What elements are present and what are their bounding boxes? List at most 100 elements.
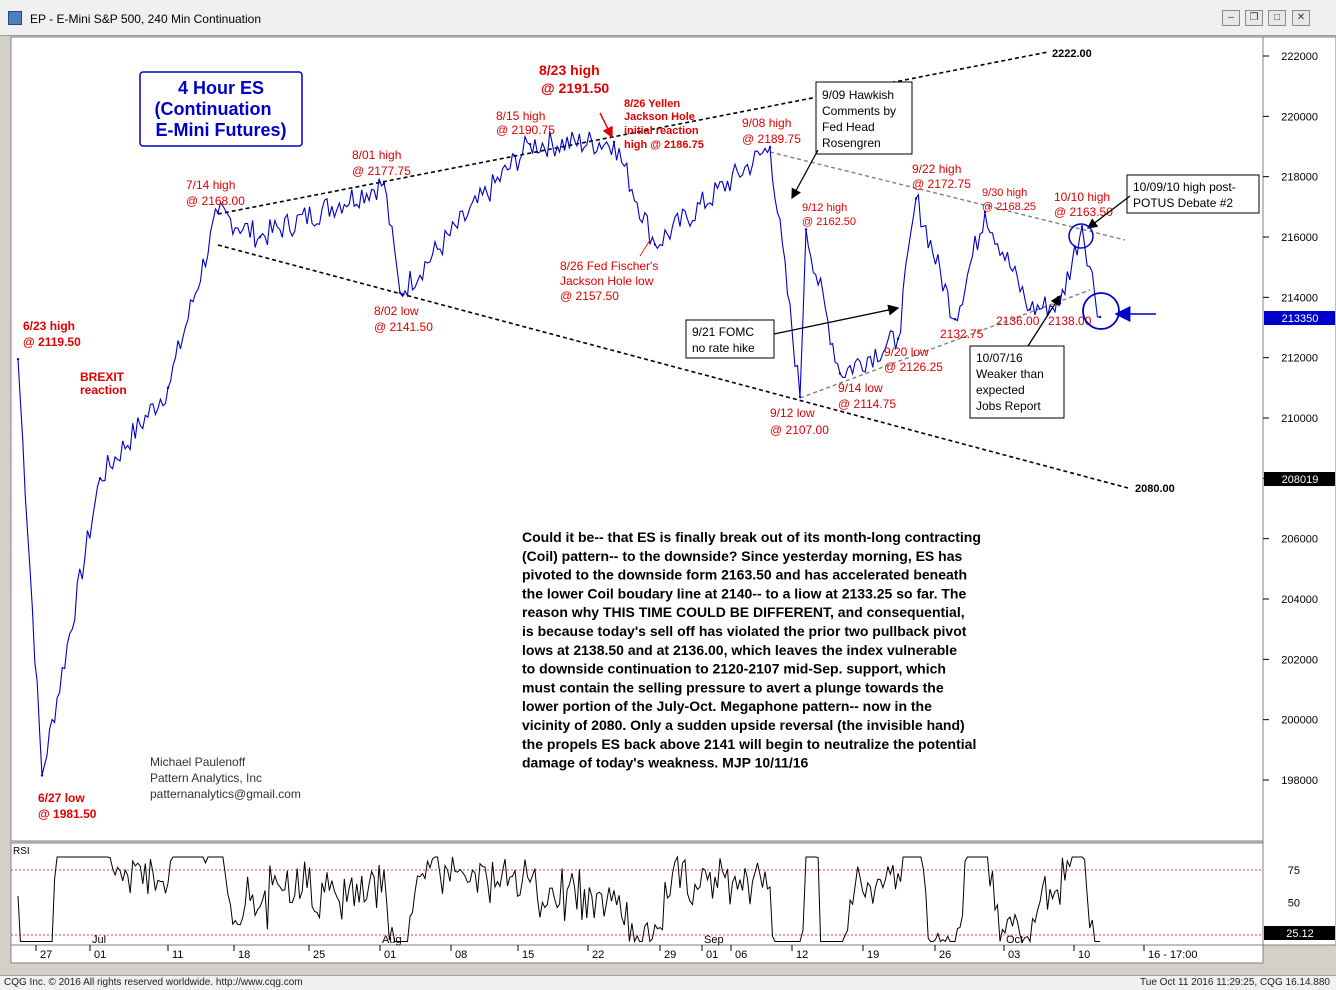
price-series-line xyxy=(17,131,1101,776)
ann-930-l1: 9/30 high xyxy=(982,187,1027,199)
ann-826y-l3: initial reaction xyxy=(624,125,699,137)
commentary-line: is because today's sell off has violated… xyxy=(522,623,967,639)
coil-lower-line xyxy=(799,289,1091,399)
ann-921-l1: 9/21 FOMC xyxy=(692,325,754,339)
arrow-post-debate xyxy=(1086,195,1131,229)
close-button[interactable]: ✕ xyxy=(1292,10,1310,26)
time-tick-label: 01 xyxy=(384,949,396,961)
month-label: Jul xyxy=(92,934,106,946)
box-909 xyxy=(815,81,913,155)
restore-button[interactable]: ❐ xyxy=(1245,10,1263,26)
time-axis xyxy=(10,944,1264,964)
commentary-line: (Coil) pattern-- to the downside? Since … xyxy=(522,548,962,564)
chart-title-line-3: E-Mini Futures) xyxy=(156,120,287,140)
time-tick-label: 01 xyxy=(94,949,106,961)
ann-920-l2: @ 2126.25 xyxy=(884,360,943,374)
author-company: Pattern Analytics, Inc xyxy=(150,771,262,785)
trendline-value-2080: 2080.00 xyxy=(1135,483,1175,495)
ann-912l-l1: 9/12 low xyxy=(770,406,815,420)
ann-826y-l4: high @ 2186.75 xyxy=(624,139,704,151)
price-anchor-point xyxy=(216,211,220,215)
rsi-series-line xyxy=(17,855,1100,944)
ann-801-l1: 8/01 high xyxy=(352,148,401,162)
box-post-debate xyxy=(1126,174,1260,214)
time-tick-label: 10 xyxy=(1078,949,1090,961)
ann-213275: 2132.75 xyxy=(940,327,984,341)
ann-823-l1: 8/23 high xyxy=(539,62,600,78)
price-anchor-point xyxy=(1028,308,1032,311)
price-anchor-point xyxy=(798,395,802,399)
time-tick-label: 12 xyxy=(796,949,808,961)
price-tick-label: 200000 xyxy=(1281,715,1318,727)
rsi-tick-label: 50 xyxy=(1288,898,1300,910)
price-tick-label: 220000 xyxy=(1281,111,1318,123)
time-tick-label: 25 xyxy=(313,949,325,961)
ann-914-l2: @ 2114.75 xyxy=(838,397,896,411)
rsi-last-tag xyxy=(1264,926,1335,940)
ann-714-l2: @ 2168.00 xyxy=(186,194,245,208)
price-anchor-point xyxy=(768,146,772,149)
ann-815-l2: @ 2190.75 xyxy=(496,123,555,137)
ann-802-l2: @ 2141.50 xyxy=(374,320,433,334)
chart-area[interactable]: 222000 220000 218000 216000 214000 212000 2100… xyxy=(0,35,1336,975)
commentary-line: damage of today's weakness. MJP 10/11/16 xyxy=(522,755,809,771)
ann-815-l1: 8/15 high xyxy=(496,109,545,123)
ann-1007-l2: Weaker than xyxy=(976,367,1044,381)
time-tick-label: 15 xyxy=(522,949,534,961)
ann-909-l3: Fed Head xyxy=(822,120,875,134)
time-tick-label: 16 - 17:00 xyxy=(1148,949,1198,961)
ann-brexit-l2: reaction xyxy=(80,383,127,397)
ann-922-l1: 9/22 high xyxy=(912,162,961,176)
status-right: Tue Oct 11 2016 11:29:25, CQG 16.14.880 xyxy=(1140,977,1330,988)
commentary-line: pivoted to the downside form 2163.50 and… xyxy=(522,567,967,583)
ann-912h-l1: 9/12 high xyxy=(802,202,847,214)
month-label: Sep xyxy=(704,934,724,946)
price-tick-label: 210000 xyxy=(1281,413,1318,425)
rsi-panel xyxy=(10,842,1264,946)
time-tick-label: 26 xyxy=(939,949,951,961)
ann-627-l2: @ 1981.50 xyxy=(38,807,97,821)
ann-823-l2: @ 2191.50 xyxy=(541,80,609,96)
price-tick-label: 202000 xyxy=(1281,654,1318,666)
last-price-tag-text: 213350 xyxy=(1282,313,1319,325)
commentary-line: the propels ES back above 2141 will begi… xyxy=(522,736,976,752)
author-name: Michael Paulenoff xyxy=(150,755,246,769)
status-bar: CQG Inc. © 2016 All rights reserved worl… xyxy=(0,975,1336,990)
price-anchor-point xyxy=(983,210,987,214)
price-tick-label: 218000 xyxy=(1281,172,1318,184)
time-tick-label: 18 xyxy=(238,949,250,961)
time-tick-label: 29 xyxy=(664,949,676,961)
commentary-line: vicinity of 2080. Only a sudden upside r… xyxy=(522,717,965,733)
maximize-button[interactable]: □ xyxy=(1268,10,1286,26)
ann-909-l1: 9/09 Hawkish xyxy=(822,88,894,102)
ann-1007-l1: 10/07/16 xyxy=(976,351,1023,365)
ann-914-l1: 9/14 low xyxy=(838,381,883,395)
price-anchor-point xyxy=(804,228,808,231)
commentary-line: Could it be-- that ES is finally break o… xyxy=(522,529,981,545)
time-tick-label: 19 xyxy=(867,949,879,961)
commentary-line: lower portion of the July-Oct. Megaphone… xyxy=(522,698,932,714)
price-anchor-point xyxy=(838,372,842,375)
price-anchor-point xyxy=(896,337,900,341)
ann-908-l2: @ 2189.75 xyxy=(742,132,801,146)
rsi-label: RSI xyxy=(13,846,30,857)
arrow-921 xyxy=(773,304,900,335)
price-tick-label: 212000 xyxy=(1281,353,1318,365)
time-tick-label: 22 xyxy=(592,949,604,961)
author-email: patternanalytics@gmail.com xyxy=(150,787,301,801)
box-1007 xyxy=(969,345,1065,419)
ann-826f-l1: 8/26 Fed Fischer's xyxy=(560,259,658,273)
minimize-button[interactable]: – xyxy=(1222,10,1240,26)
ann-213800: 2138.00 xyxy=(1048,314,1092,328)
month-label: Aug xyxy=(382,934,402,946)
ann-930-l2: @ 2168.25 xyxy=(982,201,1036,213)
ann-801-l2: @ 2177.75 xyxy=(352,164,411,178)
price-tick-label: 206000 xyxy=(1281,534,1318,546)
arrow-1007 xyxy=(1027,294,1061,347)
time-tick-label: 27 xyxy=(40,949,52,961)
ann-922-l2: @ 2172.75 xyxy=(912,177,971,191)
ann-921-l2: no rate hike xyxy=(692,341,755,355)
ann-826y-l2: Jackson Hole xyxy=(624,111,695,123)
ann-627-l1: 6/27 low xyxy=(38,791,85,805)
ann-908-l1: 9/08 high xyxy=(742,116,791,130)
